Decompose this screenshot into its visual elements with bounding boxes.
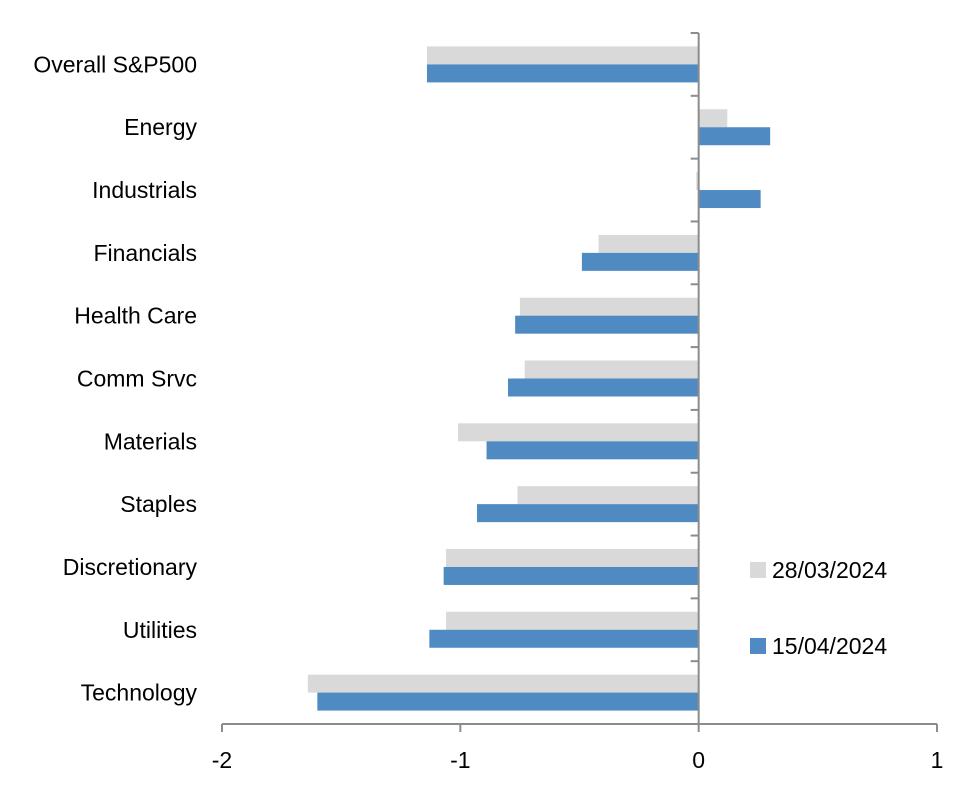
x-tick-label: 1 <box>931 747 944 773</box>
legend-label: 15/04/2024 <box>772 633 887 659</box>
category-label: Energy <box>124 114 197 140</box>
category-label: Technology <box>81 680 198 706</box>
category-label: Utilities <box>123 617 197 643</box>
bar-series1 <box>598 234 699 253</box>
bar-series2 <box>317 692 699 711</box>
legend-label: 28/03/2024 <box>772 557 887 583</box>
x-tick-label: -1 <box>450 747 470 773</box>
bar-series1 <box>698 109 728 128</box>
bar-series2 <box>698 190 761 209</box>
category-label: Staples <box>120 491 197 517</box>
bar-series2 <box>581 252 699 271</box>
x-tick-label: 0 <box>692 747 705 773</box>
bar-series1 <box>446 548 699 567</box>
bar-series1 <box>517 486 699 505</box>
x-tick-label: -2 <box>212 747 232 773</box>
bar-series2 <box>698 127 771 146</box>
bar-series1 <box>446 611 699 630</box>
legend-swatch <box>750 562 766 578</box>
bar-series2 <box>443 566 699 585</box>
bar-series1 <box>307 674 699 693</box>
bar-series1 <box>524 360 699 379</box>
bar-series2 <box>426 64 699 83</box>
category-label: Overall S&P500 <box>33 51 197 77</box>
category-label: Industrials <box>92 177 197 203</box>
bar-series2 <box>477 504 699 523</box>
legend-swatch <box>750 638 766 654</box>
category-label: Financials <box>93 240 197 266</box>
category-label: Discretionary <box>63 554 198 580</box>
bar-series2 <box>508 378 699 397</box>
bar-series1 <box>457 423 699 442</box>
bar-series1 <box>519 297 699 316</box>
bar-series2 <box>429 629 699 648</box>
bar-series1 <box>696 172 699 191</box>
category-label: Comm Srvc <box>77 366 197 392</box>
bar-series1 <box>426 46 699 65</box>
category-label: Materials <box>104 428 197 454</box>
category-label: Health Care <box>74 303 197 329</box>
bar-series2 <box>486 441 699 460</box>
bar-series2 <box>515 315 699 334</box>
